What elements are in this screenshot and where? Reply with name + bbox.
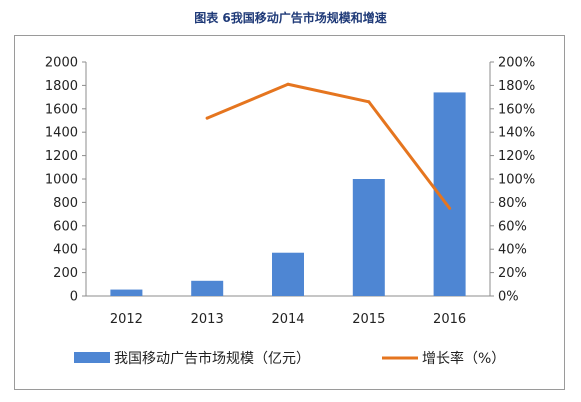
legend-swatch-bar: [74, 352, 110, 363]
x-tick-label: 2016: [433, 312, 466, 327]
right-tick-label: 80%: [498, 196, 527, 211]
right-tick-label: 40%: [498, 243, 527, 258]
right-tick-label: 120%: [498, 149, 535, 164]
chart-title: 图表 6我国移动广告市场规模和增速: [194, 11, 387, 25]
x-tick-label: 2013: [191, 312, 224, 327]
left-tick-label: 600: [53, 219, 78, 234]
right-tick-label: 60%: [498, 219, 527, 234]
x-tick-label: 2015: [352, 312, 385, 327]
bar: [110, 289, 143, 296]
bar: [272, 252, 304, 296]
left-axis-ticks: 0 200 400 600 800 1000 1200 1400 1600 1800 2000: [45, 56, 86, 305]
right-tick-label: 180%: [498, 79, 535, 94]
legend-label-line: 增长率（%）: [422, 350, 505, 367]
line-point: [205, 116, 209, 120]
left-tick-label: 2000: [45, 56, 78, 71]
left-tick-label: 1200: [45, 149, 78, 164]
left-tick-label: 0: [70, 290, 78, 305]
left-tick-label: 400: [53, 243, 78, 258]
line-point: [448, 206, 452, 210]
right-tick-label: 100%: [498, 173, 535, 188]
growth-line: [205, 82, 452, 210]
line-point: [367, 100, 371, 104]
right-tick-label: 0%: [498, 290, 519, 305]
bar: [352, 179, 385, 296]
left-tick-label: 1000: [45, 173, 78, 188]
left-tick-label: 200: [53, 266, 78, 281]
left-tick-label: 1800: [45, 79, 78, 94]
left-tick-label: 800: [53, 196, 78, 211]
legend: 我国移动广告市场规模（亿元） 增长率（%）: [74, 350, 505, 367]
right-axis-ticks: 0% 20% 40% 60% 80% 100% 120% 140% 160% 180% 200%: [490, 56, 535, 305]
x-tick-label: 2014: [271, 312, 304, 327]
legend-label-bar: 我国移动广告市场规模（亿元）: [114, 350, 310, 367]
right-tick-label: 160%: [498, 102, 535, 117]
chart-frame: [14, 35, 565, 390]
left-tick-label: 1400: [45, 126, 78, 141]
left-tick-label: 1600: [45, 102, 78, 117]
right-tick-label: 140%: [498, 126, 535, 141]
bar: [191, 280, 224, 296]
line-series: [205, 82, 452, 210]
right-tick-label: 20%: [498, 266, 527, 281]
bar-series: [110, 92, 466, 296]
right-tick-label: 200%: [498, 56, 535, 71]
line-point: [286, 82, 290, 86]
category-labels: 2012 2013 2014 2015 2016: [110, 312, 466, 327]
x-tick-label: 2012: [110, 312, 143, 327]
